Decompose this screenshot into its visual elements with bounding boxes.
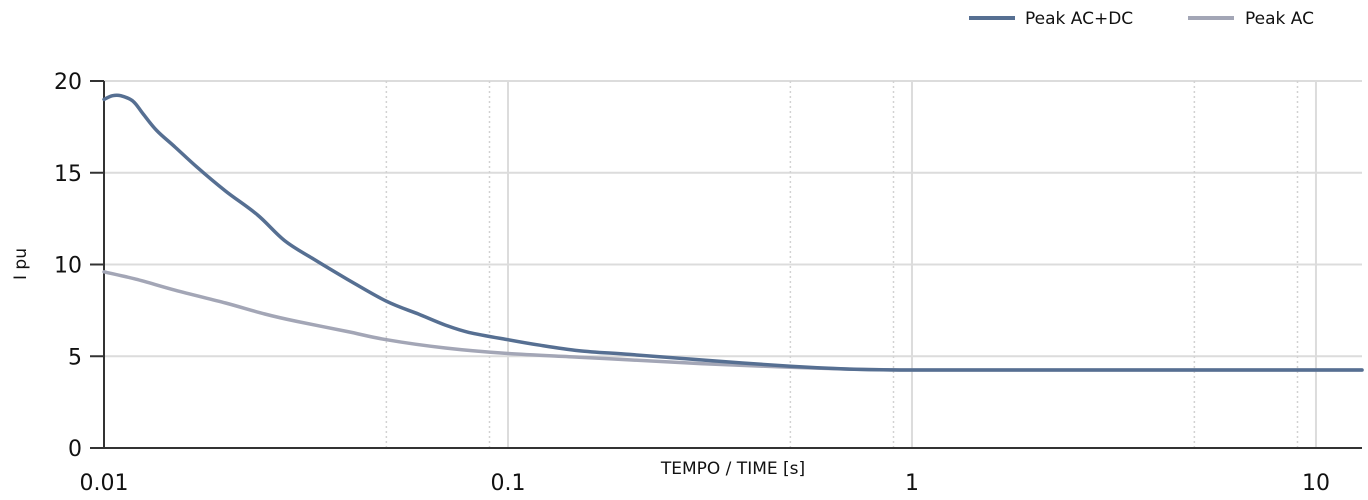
y-tick-label: 5 — [68, 345, 82, 370]
x-axis-title: TEMPO / TIME [s] — [660, 459, 805, 479]
x-tick-label: 0.1 — [490, 471, 525, 496]
y-tick-label: 10 — [54, 254, 82, 279]
x-tick-label: 10 — [1302, 471, 1330, 496]
x-tick-label: 1 — [905, 471, 919, 496]
y-tick-label: 15 — [54, 162, 82, 187]
y-tick-label: 0 — [68, 437, 82, 462]
legend: Peak AC+DC Peak AC — [969, 9, 1314, 29]
legend-label-peak-ac-dc: Peak AC+DC — [1025, 9, 1133, 29]
y-tick-label: 20 — [54, 70, 82, 95]
legend-label-peak-ac: Peak AC — [1245, 9, 1314, 29]
axes — [90, 80, 1362, 449]
y-axis-title: I pu — [11, 248, 31, 280]
tick-labels: 0 5 10 15 20 0.01 0.1 1 10 — [54, 70, 1330, 496]
series-line-peak-ac-dc — [102, 93, 1364, 372]
x-tick-label: 0.01 — [80, 471, 129, 496]
grid — [104, 80, 1362, 448]
plot-area — [102, 93, 1364, 372]
